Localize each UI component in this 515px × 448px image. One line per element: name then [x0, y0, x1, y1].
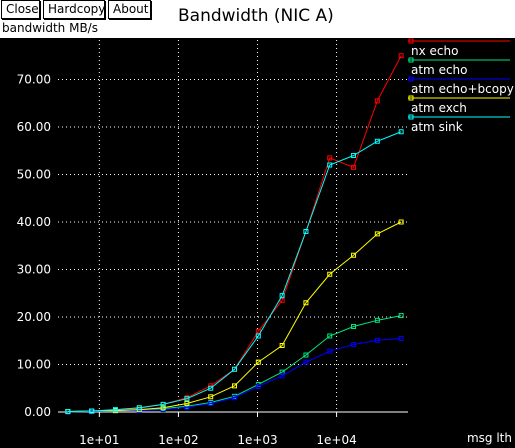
data-point: [279, 297, 285, 303]
chart-title: Bandwidth (NIC A): [178, 6, 334, 26]
y-tick-labels: 0.00 10.00 20.00 30.00 40.00 50.00 60.00 70.00: [17, 73, 51, 420]
x-tick-labels: 1e+01 1e+02 1e+03 1e+04: [79, 433, 357, 447]
data-point: [232, 383, 238, 389]
data-point: [112, 407, 118, 413]
y-tick-label: 0.00: [24, 405, 51, 419]
data-point: [232, 366, 238, 372]
y-tick-label: 30.00: [17, 263, 51, 277]
data-point: [303, 352, 309, 358]
data-point: [398, 313, 404, 319]
x-tick-label: 1e+04: [316, 433, 356, 447]
data-point: [327, 271, 333, 277]
data-point: [351, 164, 357, 170]
data-point: [303, 359, 309, 365]
close-button[interactable]: Close: [1, 0, 40, 19]
data-point: [374, 98, 380, 104]
legend-marker: [408, 95, 414, 101]
data-point: [279, 293, 285, 299]
data-point: [208, 385, 214, 391]
data-point: [160, 401, 166, 407]
data-point: [255, 383, 261, 389]
legend-label: atm sink: [411, 120, 463, 134]
y-tick-label: 20.00: [17, 310, 51, 324]
series-atm-sink: [65, 129, 404, 415]
data-point: [351, 252, 357, 258]
data-point: [374, 138, 380, 144]
hardcopy-button[interactable]: Hardcopy: [43, 0, 105, 19]
series-nx-echo: [65, 53, 404, 415]
series-line: [67, 221, 402, 413]
data-point: [303, 229, 309, 234]
x-tick-label: 1e+02: [158, 433, 198, 447]
data-point: [184, 400, 190, 406]
data-point: [255, 333, 261, 339]
data-point: [398, 219, 404, 225]
series-lines: [65, 53, 404, 415]
data-point: [303, 300, 309, 306]
data-point: [374, 337, 380, 343]
plot-area: 0.00 10.00 20.00 30.00 40.00 50.00 60.00 70.00 …: [0, 38, 515, 448]
y-tick-label: 10.00: [17, 358, 51, 372]
y-tick-label: 70.00: [17, 73, 51, 87]
data-point: [255, 359, 261, 365]
data-point: [160, 405, 166, 411]
legend-label: atm echo+bcopy: [411, 82, 514, 96]
legend-label: atm exch: [411, 101, 467, 115]
data-point: [279, 373, 285, 379]
data-point: [374, 317, 380, 323]
legend: nx echo atm echo atm echo+bcopy atm exch atm…: [408, 38, 514, 134]
series-atm-echo-bcopy: [65, 335, 404, 415]
about-button[interactable]: About: [108, 0, 151, 19]
data-point: [65, 409, 71, 415]
data-point: [279, 343, 285, 348]
series-line: [67, 337, 402, 413]
data-point: [136, 405, 142, 411]
legend-marker: [408, 38, 414, 44]
legend-marker: [408, 76, 414, 82]
y-tick-label: 60.00: [17, 120, 51, 134]
data-point: [184, 396, 190, 402]
legend-marker: [408, 57, 414, 63]
data-point: [351, 342, 357, 348]
data-point: [232, 395, 238, 401]
series-line: [67, 55, 402, 413]
bandwidth-chart: 0.0010.0020.0030.0040.0050.0060.0070.00 …: [17, 38, 514, 447]
data-point: [398, 129, 404, 135]
data-point: [208, 400, 214, 406]
legend-marker: [408, 114, 414, 120]
x-tick-label: 1e+03: [237, 433, 277, 447]
data-point: [208, 394, 214, 400]
data-point: [351, 324, 357, 329]
data-point: [398, 335, 404, 341]
grid-lines: [58, 38, 408, 417]
data-point: [351, 153, 357, 158]
series-atm-echo: [65, 313, 404, 415]
data-point: [89, 408, 95, 414]
legend-label: nx echo: [411, 44, 458, 58]
data-point: [255, 328, 261, 334]
data-point: [327, 333, 333, 339]
y-axis-units-label: bandwidth MB/s: [2, 21, 98, 35]
series-line: [67, 131, 402, 413]
x-axis-units-label: msg lth: [467, 431, 512, 445]
legend-label: atm echo: [411, 63, 468, 77]
data-point: [327, 162, 333, 168]
data-point: [374, 231, 380, 237]
y-tick-label: 40.00: [17, 215, 51, 229]
data-point: [398, 53, 404, 59]
data-point: [327, 348, 333, 354]
data-point: [327, 155, 333, 161]
x-tick-label: 1e+01: [79, 433, 119, 447]
y-tick-label: 50.00: [17, 168, 51, 182]
